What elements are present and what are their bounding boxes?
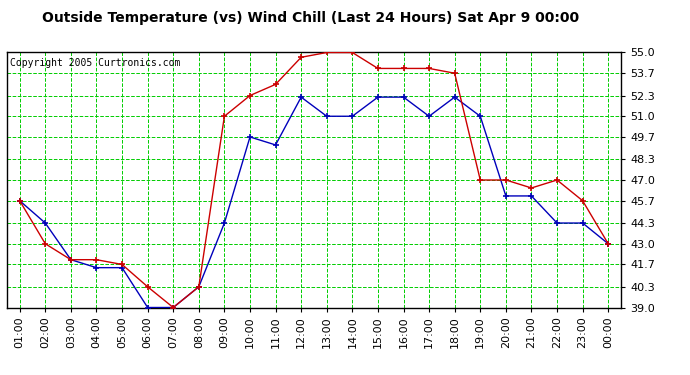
Text: Copyright 2005 Curtronics.com: Copyright 2005 Curtronics.com (10, 58, 180, 68)
Text: Outside Temperature (vs) Wind Chill (Last 24 Hours) Sat Apr 9 00:00: Outside Temperature (vs) Wind Chill (Las… (42, 11, 579, 25)
